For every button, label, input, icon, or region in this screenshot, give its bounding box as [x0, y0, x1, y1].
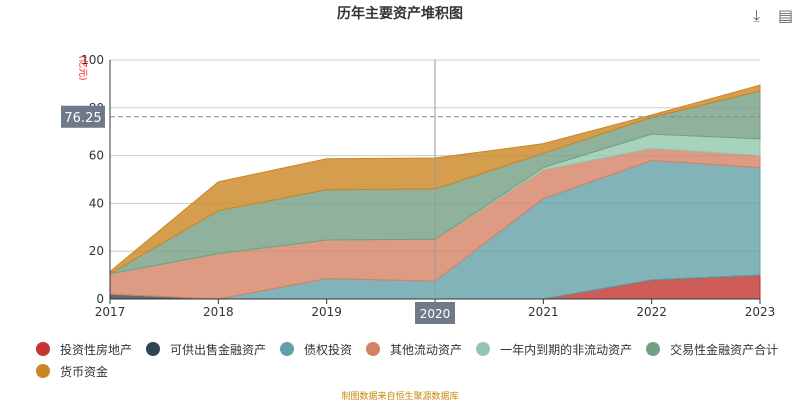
legend-item[interactable]: 一年内到期的非流动资产 [476, 338, 632, 360]
y-tick-label: 100 [81, 53, 104, 67]
x-tick-label: 2021 [528, 305, 559, 319]
legend-marker-icon [646, 342, 661, 356]
legend-label: 投资性房地产 [60, 342, 133, 357]
legend-item[interactable]: 投资性房地产 [36, 338, 132, 360]
data-source-note: 制图数据来自恒生聚源数据库 [341, 392, 459, 402]
crosshair-x-label: 2020 [420, 307, 451, 321]
legend-marker-icon [280, 342, 295, 356]
y-axis-unit: (亿元) [77, 55, 89, 80]
legend-item[interactable]: 交易性金融资产合计 [646, 338, 778, 360]
crosshair-x-label-bg [415, 302, 455, 324]
legend-marker-icon [36, 364, 50, 378]
crosshair-y-label: 76.25 [64, 111, 101, 126]
y-tick-label: 40 [89, 196, 104, 210]
crosshair-y-label-bg [61, 105, 105, 128]
legend-label: 可供出售金融资产 [170, 342, 267, 357]
legend-label: 交易性金融资产合计 [670, 342, 779, 357]
legend-label: 一年内到期的非流动资产 [500, 342, 633, 357]
chart-area: 020406080100(亿元)201720182019202120222023… [61, 53, 776, 324]
legend-item[interactable]: 货币资金 [36, 360, 108, 382]
legend-item[interactable]: 可供出售金融资产 [146, 338, 266, 360]
legend-label: 其他流动资产 [390, 342, 463, 357]
legend-marker-icon [146, 342, 161, 356]
legend-label: 债权投资 [304, 342, 353, 357]
legend-marker-icon [476, 342, 491, 356]
chart-title: 历年主要资产堆积图 [337, 6, 463, 22]
y-tick-label: 0 [96, 292, 104, 306]
x-tick-label: 2017 [95, 305, 126, 319]
x-tick-label: 2022 [636, 305, 667, 319]
x-tick-label: 2023 [745, 305, 776, 319]
legend: 投资性房地产 可供出售金融资产 债权投资 其他流动资产 一年内到期的非流动资产 交易性金融… [36, 338, 796, 382]
x-tick-label: 2019 [311, 305, 342, 319]
legend-marker-icon [36, 342, 50, 356]
legend-marker-icon [366, 342, 381, 356]
x-tick-label: 2018 [203, 305, 234, 319]
legend-item[interactable]: 其他流动资产 [366, 338, 462, 360]
y-tick-label: 20 [89, 244, 104, 258]
legend-item[interactable]: 债权投资 [280, 338, 352, 360]
download-icon[interactable]: ⤓ [753, 6, 761, 25]
document-icon[interactable]: ▤ [778, 6, 794, 25]
legend-label: 货币资金 [60, 364, 109, 379]
y-tick-label: 60 [89, 149, 104, 163]
